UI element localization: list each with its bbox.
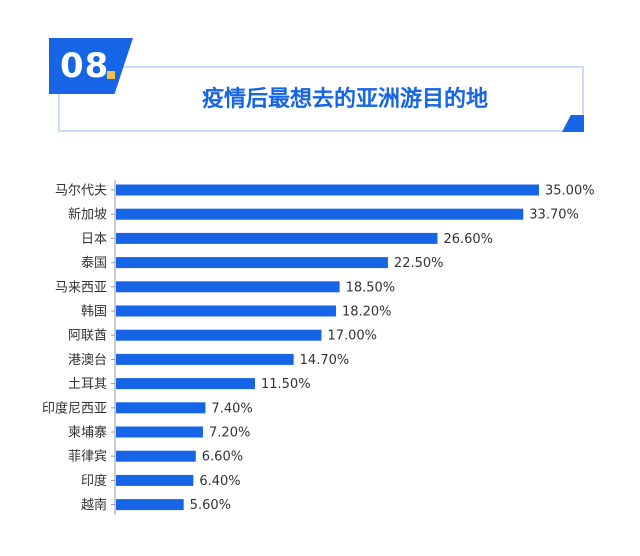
value-label: 33.70% (529, 208, 579, 223)
bar (116, 257, 388, 269)
bar (116, 426, 204, 438)
chart-title: 疫情后最想去的亚洲游目的地 (201, 87, 488, 112)
bar (116, 305, 336, 317)
value-label: 22.50% (394, 256, 444, 271)
category-label: 港澳台 (68, 352, 107, 368)
bar (116, 281, 340, 293)
category-label: 柬埔寨 (68, 425, 107, 441)
value-label: 26.60% (443, 232, 493, 247)
bar (116, 329, 322, 341)
category-label: 泰国 (81, 256, 107, 271)
category-label: 阿联酋 (68, 328, 107, 344)
category-label: 菲律宾 (68, 449, 107, 465)
bar (116, 184, 539, 196)
category-label: 马来西亚 (55, 280, 107, 295)
value-label: 6.60% (202, 450, 243, 465)
value-label: 6.40% (199, 474, 240, 489)
category-label: 越南 (81, 497, 107, 513)
value-label: 11.50% (261, 377, 311, 392)
value-label: 14.70% (300, 353, 350, 368)
bar (116, 232, 438, 244)
bar (116, 378, 255, 390)
bar (116, 402, 206, 414)
value-label: 18.50% (346, 280, 396, 295)
category-label: 新加坡 (68, 207, 107, 223)
bar (116, 208, 524, 220)
category-label: 韩国 (81, 305, 107, 320)
category-label: 印度尼西亚 (42, 400, 107, 416)
bar (116, 499, 184, 511)
value-label: 17.00% (327, 329, 377, 344)
value-label: 18.20% (342, 305, 392, 320)
bar (116, 474, 194, 486)
value-label: 5.60% (190, 498, 231, 513)
bar (116, 450, 196, 462)
value-label: 7.40% (211, 401, 252, 416)
value-label: 35.00% (545, 184, 595, 199)
category-label: 马尔代夫 (55, 184, 107, 199)
category-label: 印度 (81, 473, 107, 489)
value-label: 7.20% (209, 426, 250, 441)
section-number: 08 (60, 46, 110, 86)
header-frame (58, 66, 584, 132)
category-label: 土耳其 (68, 377, 107, 392)
category-label: 日本 (81, 232, 107, 247)
number-dot-icon (107, 71, 115, 79)
bar (116, 353, 294, 365)
